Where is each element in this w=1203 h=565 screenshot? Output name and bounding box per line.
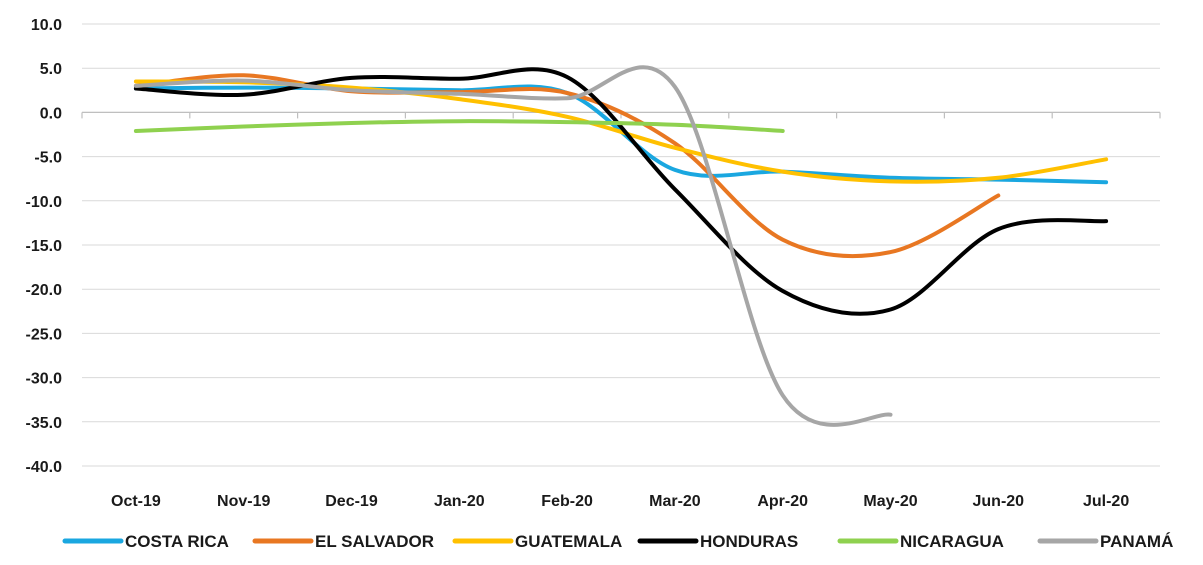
y-tick-label: -30.0 (26, 371, 63, 388)
series-lines (133, 65, 1109, 427)
x-tick-label: Jan-20 (434, 493, 485, 510)
x-tick-label: Mar-20 (649, 493, 701, 510)
y-tick-label: -5.0 (34, 150, 62, 167)
y-tick-label: -10.0 (26, 194, 63, 211)
series-line-costa-rica (133, 84, 1109, 185)
y-tick-label: 10.0 (31, 17, 62, 34)
series-line-el-salvador (133, 73, 1001, 259)
legend-label-costa-rica: COSTA RICA (125, 532, 229, 551)
series-line-honduras (133, 67, 1109, 316)
legend: COSTA RICA EL SALVADOR GUATEMALA HONDURAS NI… (62, 532, 1173, 551)
legend-label-el-salvador: EL SALVADOR (315, 532, 434, 551)
y-tick-label: 0.0 (40, 105, 62, 122)
gridlines (81, 23, 1161, 467)
y-tick-label: 5.0 (40, 61, 62, 78)
x-tick-label: Oct-19 (111, 493, 161, 510)
legend-label-nicaragua: NICARAGUA (900, 532, 1004, 551)
y-tick-label: -40.0 (26, 459, 63, 476)
x-tick-label: May-20 (863, 493, 917, 510)
y-tick-label: -25.0 (26, 326, 63, 343)
y-tick-label: -15.0 (26, 238, 63, 255)
y-tick-label: -35.0 (26, 415, 63, 432)
x-tick-label: Feb-20 (541, 493, 593, 510)
x-axis-tick-labels: Oct-19 Nov-19 Dec-19 Jan-20 Feb-20 Mar-20 Apr-… (111, 493, 1129, 510)
x-tick-label: Apr-20 (757, 493, 808, 510)
y-tick-label: -20.0 (26, 282, 63, 299)
x-tick-label: Jun-20 (973, 493, 1025, 510)
legend-label-guatemala: GUATEMALA (515, 532, 622, 551)
y-axis-tick-labels: 10.0 5.0 0.0 -5.0 -10.0 -15.0 -20.0 -25.0 -30.0 -… (26, 17, 63, 476)
series-line-panamá (133, 65, 893, 427)
legend-label-panamá: PANAMÁ (1100, 532, 1173, 551)
x-tick-label: Nov-19 (217, 493, 270, 510)
x-tick-label: Dec-19 (325, 493, 378, 510)
legend-label-honduras: HONDURAS (700, 532, 798, 551)
x-tick-label: Jul-20 (1083, 493, 1129, 510)
series-line-nicaragua (133, 119, 785, 133)
series-line-guatemala (133, 79, 1109, 184)
